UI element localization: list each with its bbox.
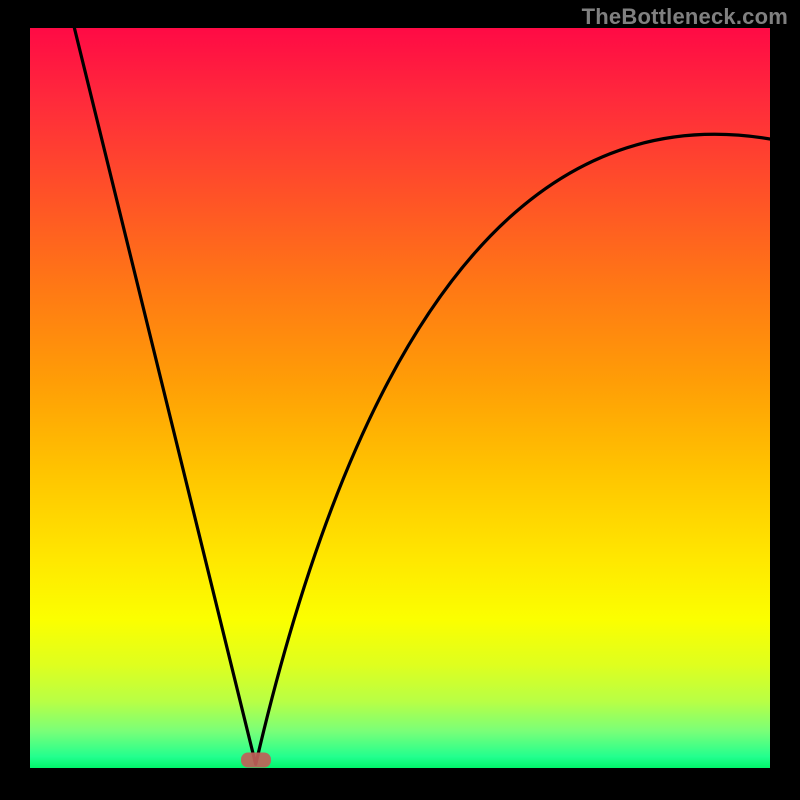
notch-marker: [241, 752, 271, 767]
plot-area: [30, 28, 770, 768]
notch-marker-pill: [241, 752, 271, 767]
curve-path: [74, 28, 770, 764]
watermark-text: TheBottleneck.com: [582, 4, 788, 30]
bottleneck-curve: [30, 28, 770, 768]
